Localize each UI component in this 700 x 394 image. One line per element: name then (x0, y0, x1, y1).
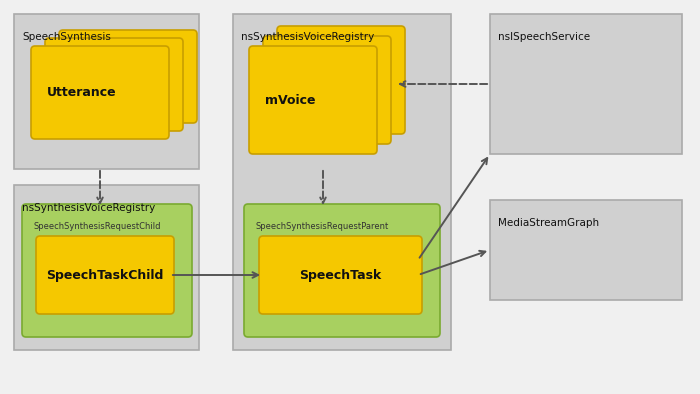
FancyBboxPatch shape (14, 14, 199, 169)
Text: nsSynthesisVoiceRegistry: nsSynthesisVoiceRegistry (22, 203, 155, 213)
Text: nsSynthesisVoiceRegistry: nsSynthesisVoiceRegistry (241, 32, 374, 42)
Text: SpeechTaskChild: SpeechTaskChild (46, 268, 164, 281)
FancyBboxPatch shape (263, 36, 391, 144)
FancyBboxPatch shape (45, 38, 183, 131)
Text: SpeechSynthesisRequestParent: SpeechSynthesisRequestParent (256, 222, 389, 231)
Text: SpeechSynthesis: SpeechSynthesis (22, 32, 111, 42)
FancyBboxPatch shape (490, 200, 682, 300)
FancyBboxPatch shape (244, 204, 440, 337)
FancyBboxPatch shape (249, 46, 377, 154)
FancyBboxPatch shape (22, 204, 192, 337)
FancyBboxPatch shape (259, 236, 422, 314)
FancyBboxPatch shape (59, 30, 197, 123)
FancyBboxPatch shape (14, 185, 199, 350)
Text: nsISpeechService: nsISpeechService (498, 32, 590, 42)
Text: SpeechSynthesisRequestChild: SpeechSynthesisRequestChild (34, 222, 162, 231)
Text: mVoice: mVoice (265, 93, 316, 106)
FancyBboxPatch shape (233, 14, 451, 350)
FancyBboxPatch shape (277, 26, 405, 134)
FancyBboxPatch shape (490, 14, 682, 154)
Text: MediaStreamGraph: MediaStreamGraph (498, 218, 599, 228)
FancyBboxPatch shape (36, 236, 174, 314)
FancyBboxPatch shape (31, 46, 169, 139)
Text: SpeechTask: SpeechTask (300, 268, 382, 281)
Text: Utterance: Utterance (47, 86, 117, 99)
